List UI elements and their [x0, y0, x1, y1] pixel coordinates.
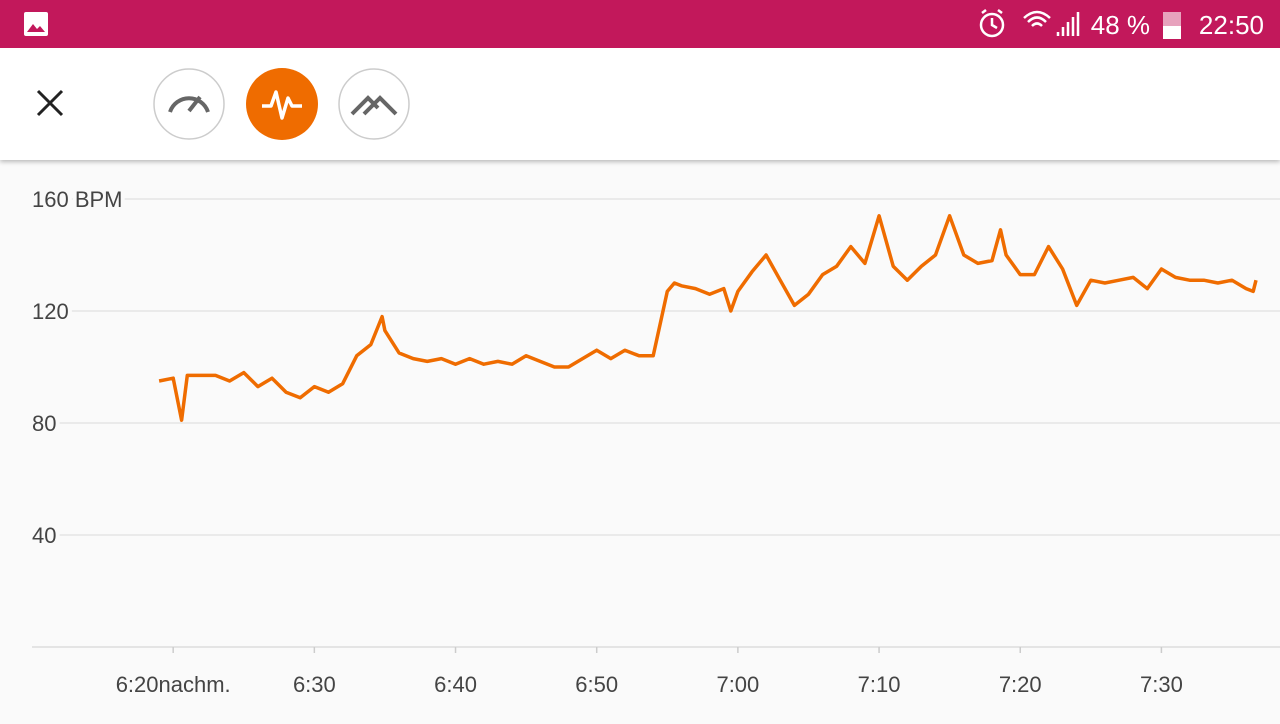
y-tick-label: 160 BPM: [32, 187, 123, 212]
gallery-icon: [24, 12, 48, 36]
x-tick-label: 6:20nachm.: [116, 672, 231, 697]
close-button[interactable]: [36, 89, 64, 117]
y-tick-label: 120: [32, 299, 69, 324]
elevation-tab[interactable]: [338, 68, 410, 140]
speed-tab[interactable]: [153, 68, 225, 140]
clock: 22:50: [1199, 10, 1264, 40]
status-icons: [979, 9, 1080, 38]
y-tick-label: 80: [32, 411, 56, 436]
x-tick-label: 7:00: [716, 672, 759, 697]
x-tick-label: 7:20: [999, 672, 1042, 697]
x-tick-label: 6:40: [434, 672, 477, 697]
heart-rate-tab[interactable]: [246, 68, 318, 140]
battery-level: [1163, 26, 1181, 39]
x-tick-label: 7:30: [1140, 672, 1183, 697]
heart-rate-line: [158, 214, 1258, 422]
battery-text: 48 %: [1091, 10, 1150, 40]
x-tick-label: 6:30: [293, 672, 336, 697]
x-tick-label: 7:10: [858, 672, 901, 697]
x-tick-label: 6:50: [575, 672, 618, 697]
status-bar: [0, 0, 1280, 48]
y-tick-label: 40: [32, 523, 56, 548]
